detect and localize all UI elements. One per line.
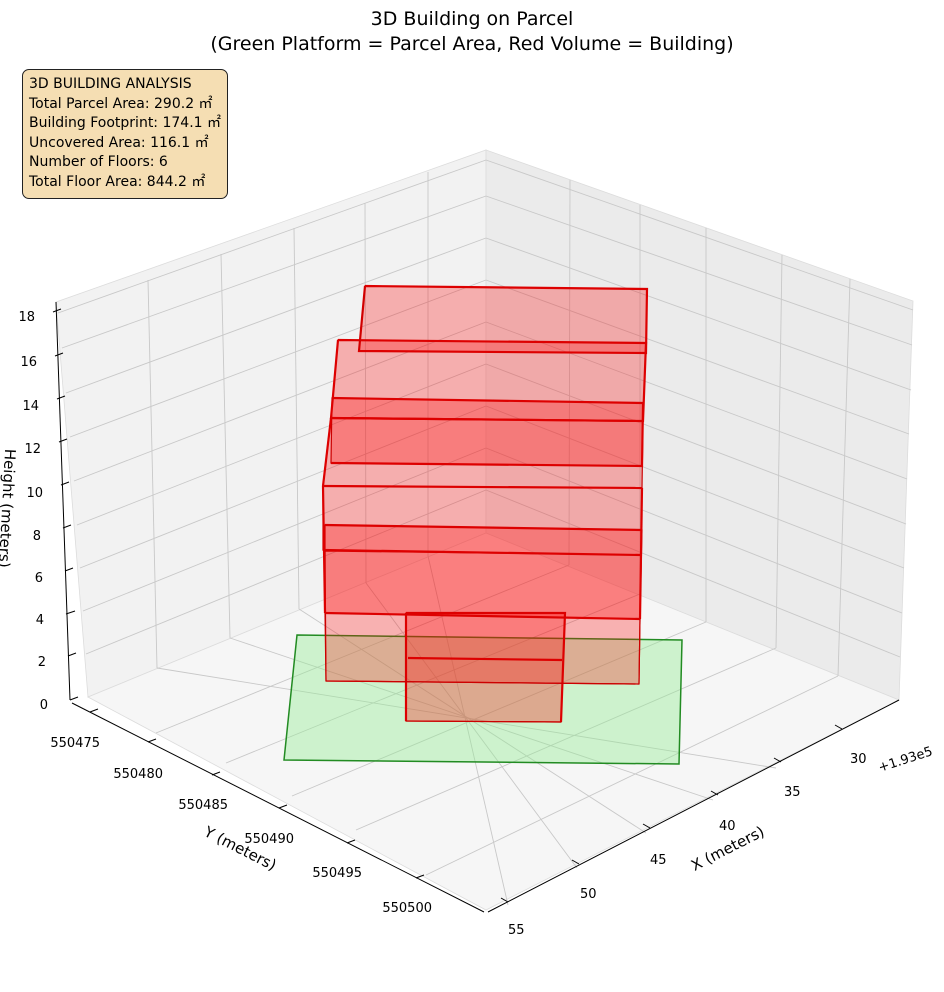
building-floor-3	[322, 485, 643, 556]
y-tick-label: 550495	[312, 866, 362, 881]
z-tick-label: 12	[24, 442, 41, 457]
building-edges	[321, 284, 649, 723]
z-tick-label: 18	[18, 310, 35, 325]
chart-title-line1: 3D Building on Parcel	[371, 8, 574, 30]
x-tick-label: 50	[580, 887, 597, 902]
z-tick-labels: 0 2 4 6 8 10 12 14 16 18	[18, 310, 48, 713]
info-floors: Number of Floors: 6	[29, 154, 168, 170]
x-tick-label: 45	[650, 853, 667, 868]
info-heading: 3D BUILDING ANALYSIS	[29, 76, 192, 92]
x-tick-label: 40	[719, 819, 736, 834]
z-tick-label: 10	[26, 486, 43, 501]
info-total-parcel-area: Total Parcel Area: 290.2 ㎡	[29, 95, 213, 112]
z-axis-label: Height (meters)	[0, 448, 19, 568]
z-tick-label: 14	[22, 399, 39, 414]
axis-ticks	[52, 308, 843, 903]
chart-title-line2: (Green Platform = Parcel Area, Red Volum…	[210, 33, 733, 55]
parcel-platform	[283, 634, 683, 765]
z-tick-label: 2	[38, 655, 46, 670]
info-building-footprint: Building Footprint: 174.1 ㎡	[29, 115, 222, 131]
x-offset-label: +1.93e5	[877, 744, 935, 776]
y-tick-label: 550500	[382, 901, 432, 916]
grid-lines	[57, 159, 914, 906]
z-tick-label: 0	[40, 698, 48, 713]
y-tick-label: 550480	[113, 767, 163, 782]
info-total-floor-area: Total Floor Area: 844.2 ㎡	[29, 173, 206, 190]
z-tick-label: 8	[33, 529, 41, 544]
analysis-info-box: 3D BUILDING ANALYSIS Total Parcel Area: …	[22, 69, 228, 199]
x-tick-label: 35	[784, 785, 801, 800]
y-tick-label: 550490	[244, 832, 294, 847]
info-uncovered-area: Uncovered Area: 116.1 ㎡	[29, 134, 209, 151]
z-tick-label: 4	[36, 613, 44, 628]
axis-lines	[55, 301, 900, 913]
y-axis-label: Y (meters)	[200, 822, 279, 874]
building-thin-edges	[324, 285, 641, 723]
y-tick-labels: 550475 550480 550485 550490 550495 55050…	[50, 736, 432, 916]
x-tick-label: 55	[508, 923, 525, 938]
z-tick-label: 6	[35, 571, 43, 586]
z-tick-label: 16	[20, 355, 37, 370]
x-tick-label: 30	[850, 752, 867, 767]
y-tick-label: 550485	[178, 798, 228, 813]
y-tick-label: 550475	[50, 736, 100, 751]
